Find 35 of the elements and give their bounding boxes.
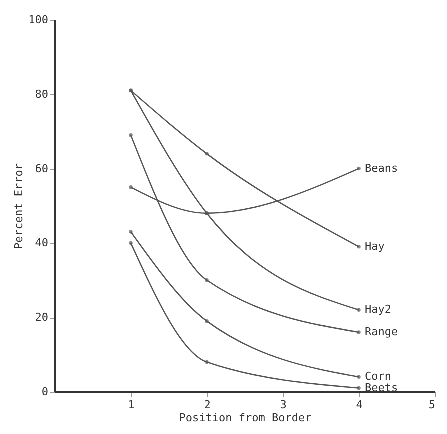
y-tick-label: 40 bbox=[35, 236, 48, 250]
series-label: Beets bbox=[365, 381, 398, 394]
series-label: Hay2 bbox=[365, 303, 392, 316]
y-tick-label: 100 bbox=[28, 14, 48, 26]
point bbox=[205, 212, 209, 216]
series-label: Beans bbox=[365, 162, 398, 175]
x-tick-label: 1 bbox=[128, 398, 135, 412]
y-tick-label: 80 bbox=[35, 88, 48, 101]
series-label: Hay bbox=[365, 240, 386, 253]
x-tick-label: 2 bbox=[204, 398, 211, 412]
x-tick-label: 3 bbox=[280, 398, 287, 412]
y-axis-title: Percent Error bbox=[12, 163, 26, 250]
point bbox=[357, 308, 361, 312]
x-tick-label: 5 bbox=[428, 398, 436, 412]
point bbox=[129, 230, 133, 234]
point bbox=[205, 319, 209, 324]
point bbox=[357, 166, 361, 171]
point bbox=[129, 88, 133, 93]
point bbox=[205, 278, 209, 282]
point bbox=[357, 330, 361, 334]
point bbox=[129, 133, 133, 138]
y-tick-label: 20 bbox=[35, 311, 48, 324]
point bbox=[205, 152, 209, 156]
point bbox=[357, 245, 361, 249]
point bbox=[205, 360, 209, 364]
y-tick-label: 0 bbox=[42, 386, 48, 398]
series-label: Range bbox=[365, 325, 398, 338]
series-label: Corn bbox=[365, 370, 392, 384]
point bbox=[129, 186, 133, 190]
x-axis-title: Position from Border bbox=[179, 412, 312, 424]
point bbox=[129, 241, 133, 246]
point bbox=[357, 375, 361, 379]
y-tick-label: 60 bbox=[35, 162, 48, 176]
x-tick-label: 4 bbox=[356, 398, 364, 412]
point bbox=[357, 386, 361, 390]
